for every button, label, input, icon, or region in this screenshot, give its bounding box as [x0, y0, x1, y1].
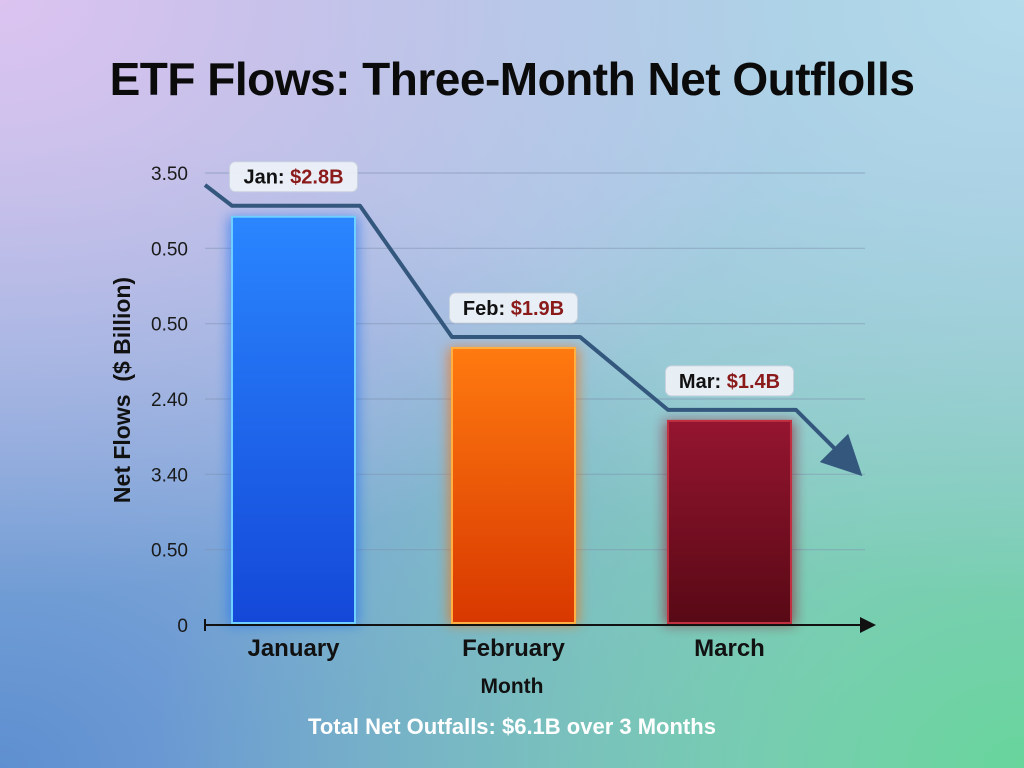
data-label-text: Jan: $2.8B [243, 167, 343, 189]
x-tick-label: January [247, 635, 340, 662]
y-tick-label: 3.40 [151, 465, 188, 486]
data-label-prefix: Feb: [463, 298, 511, 320]
data-label-prefix: Mar: [679, 371, 727, 393]
chart-title: ETF Flows: Three-Month Net Outflolls [109, 53, 915, 105]
y-tick-label: 0.50 [151, 315, 188, 336]
trend-arrow [203, 183, 863, 477]
data-label-box [229, 161, 358, 193]
y-tick-label: 3.50 [151, 164, 188, 185]
data-label-text: Feb: $1.9B [463, 298, 564, 320]
footer-summary: Total Net Outfalls: $6.1B over 3 Months [308, 714, 716, 739]
y-tick-label: 0.50 [151, 239, 188, 260]
data-label: Feb: $1.9B [449, 292, 578, 324]
x-axis-title: Month [481, 675, 544, 698]
data-label-box [449, 292, 578, 324]
data-label: Jan: $2.8B [229, 161, 358, 193]
y-tick-label: 0.50 [151, 541, 188, 562]
bar-january [231, 215, 356, 624]
data-label-value: $1.9B [511, 298, 564, 320]
data-label-text: Mar: $1.4B [679, 371, 780, 393]
bar-march [667, 419, 792, 624]
y-axis-title: Net Flows ($ Billion) [109, 277, 135, 503]
x-tick-label: February [462, 635, 565, 662]
data-label-prefix: Jan: [243, 167, 290, 189]
data-label-box [665, 365, 794, 397]
x-tick-label: March [694, 635, 765, 662]
data-label: Mar: $1.4B [665, 365, 794, 397]
y-tick-label: 2.40 [151, 390, 188, 411]
bar-february [451, 346, 576, 624]
y-tick-label: 0 [177, 616, 188, 637]
data-label-value: $1.4B [727, 371, 780, 393]
data-label-value: $2.8B [290, 167, 343, 189]
